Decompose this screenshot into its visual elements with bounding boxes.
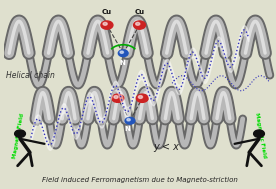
Circle shape bbox=[127, 119, 130, 121]
Text: Cu: Cu bbox=[102, 9, 112, 15]
Text: x: x bbox=[141, 37, 146, 46]
Text: Magnetic Field: Magnetic Field bbox=[254, 113, 267, 159]
Circle shape bbox=[134, 21, 145, 29]
Circle shape bbox=[138, 96, 142, 98]
Text: N: N bbox=[124, 126, 130, 132]
Circle shape bbox=[101, 21, 113, 29]
Text: y: y bbox=[137, 110, 142, 119]
Circle shape bbox=[254, 130, 264, 137]
Text: Helical chain: Helical chain bbox=[6, 71, 55, 80]
Text: Cu: Cu bbox=[134, 9, 145, 15]
Circle shape bbox=[136, 22, 140, 25]
Circle shape bbox=[103, 22, 107, 25]
Circle shape bbox=[136, 94, 148, 102]
Circle shape bbox=[112, 94, 124, 102]
Text: Field induced Ferromagnetism due to Magneto-striction: Field induced Ferromagnetism due to Magn… bbox=[42, 177, 237, 183]
Circle shape bbox=[114, 96, 118, 98]
Circle shape bbox=[120, 51, 123, 53]
Text: Magnetic Field: Magnetic Field bbox=[12, 113, 25, 159]
Text: y < x: y < x bbox=[154, 142, 180, 152]
Circle shape bbox=[118, 50, 128, 57]
Text: N: N bbox=[119, 60, 125, 66]
Circle shape bbox=[125, 117, 135, 124]
Circle shape bbox=[15, 130, 25, 137]
